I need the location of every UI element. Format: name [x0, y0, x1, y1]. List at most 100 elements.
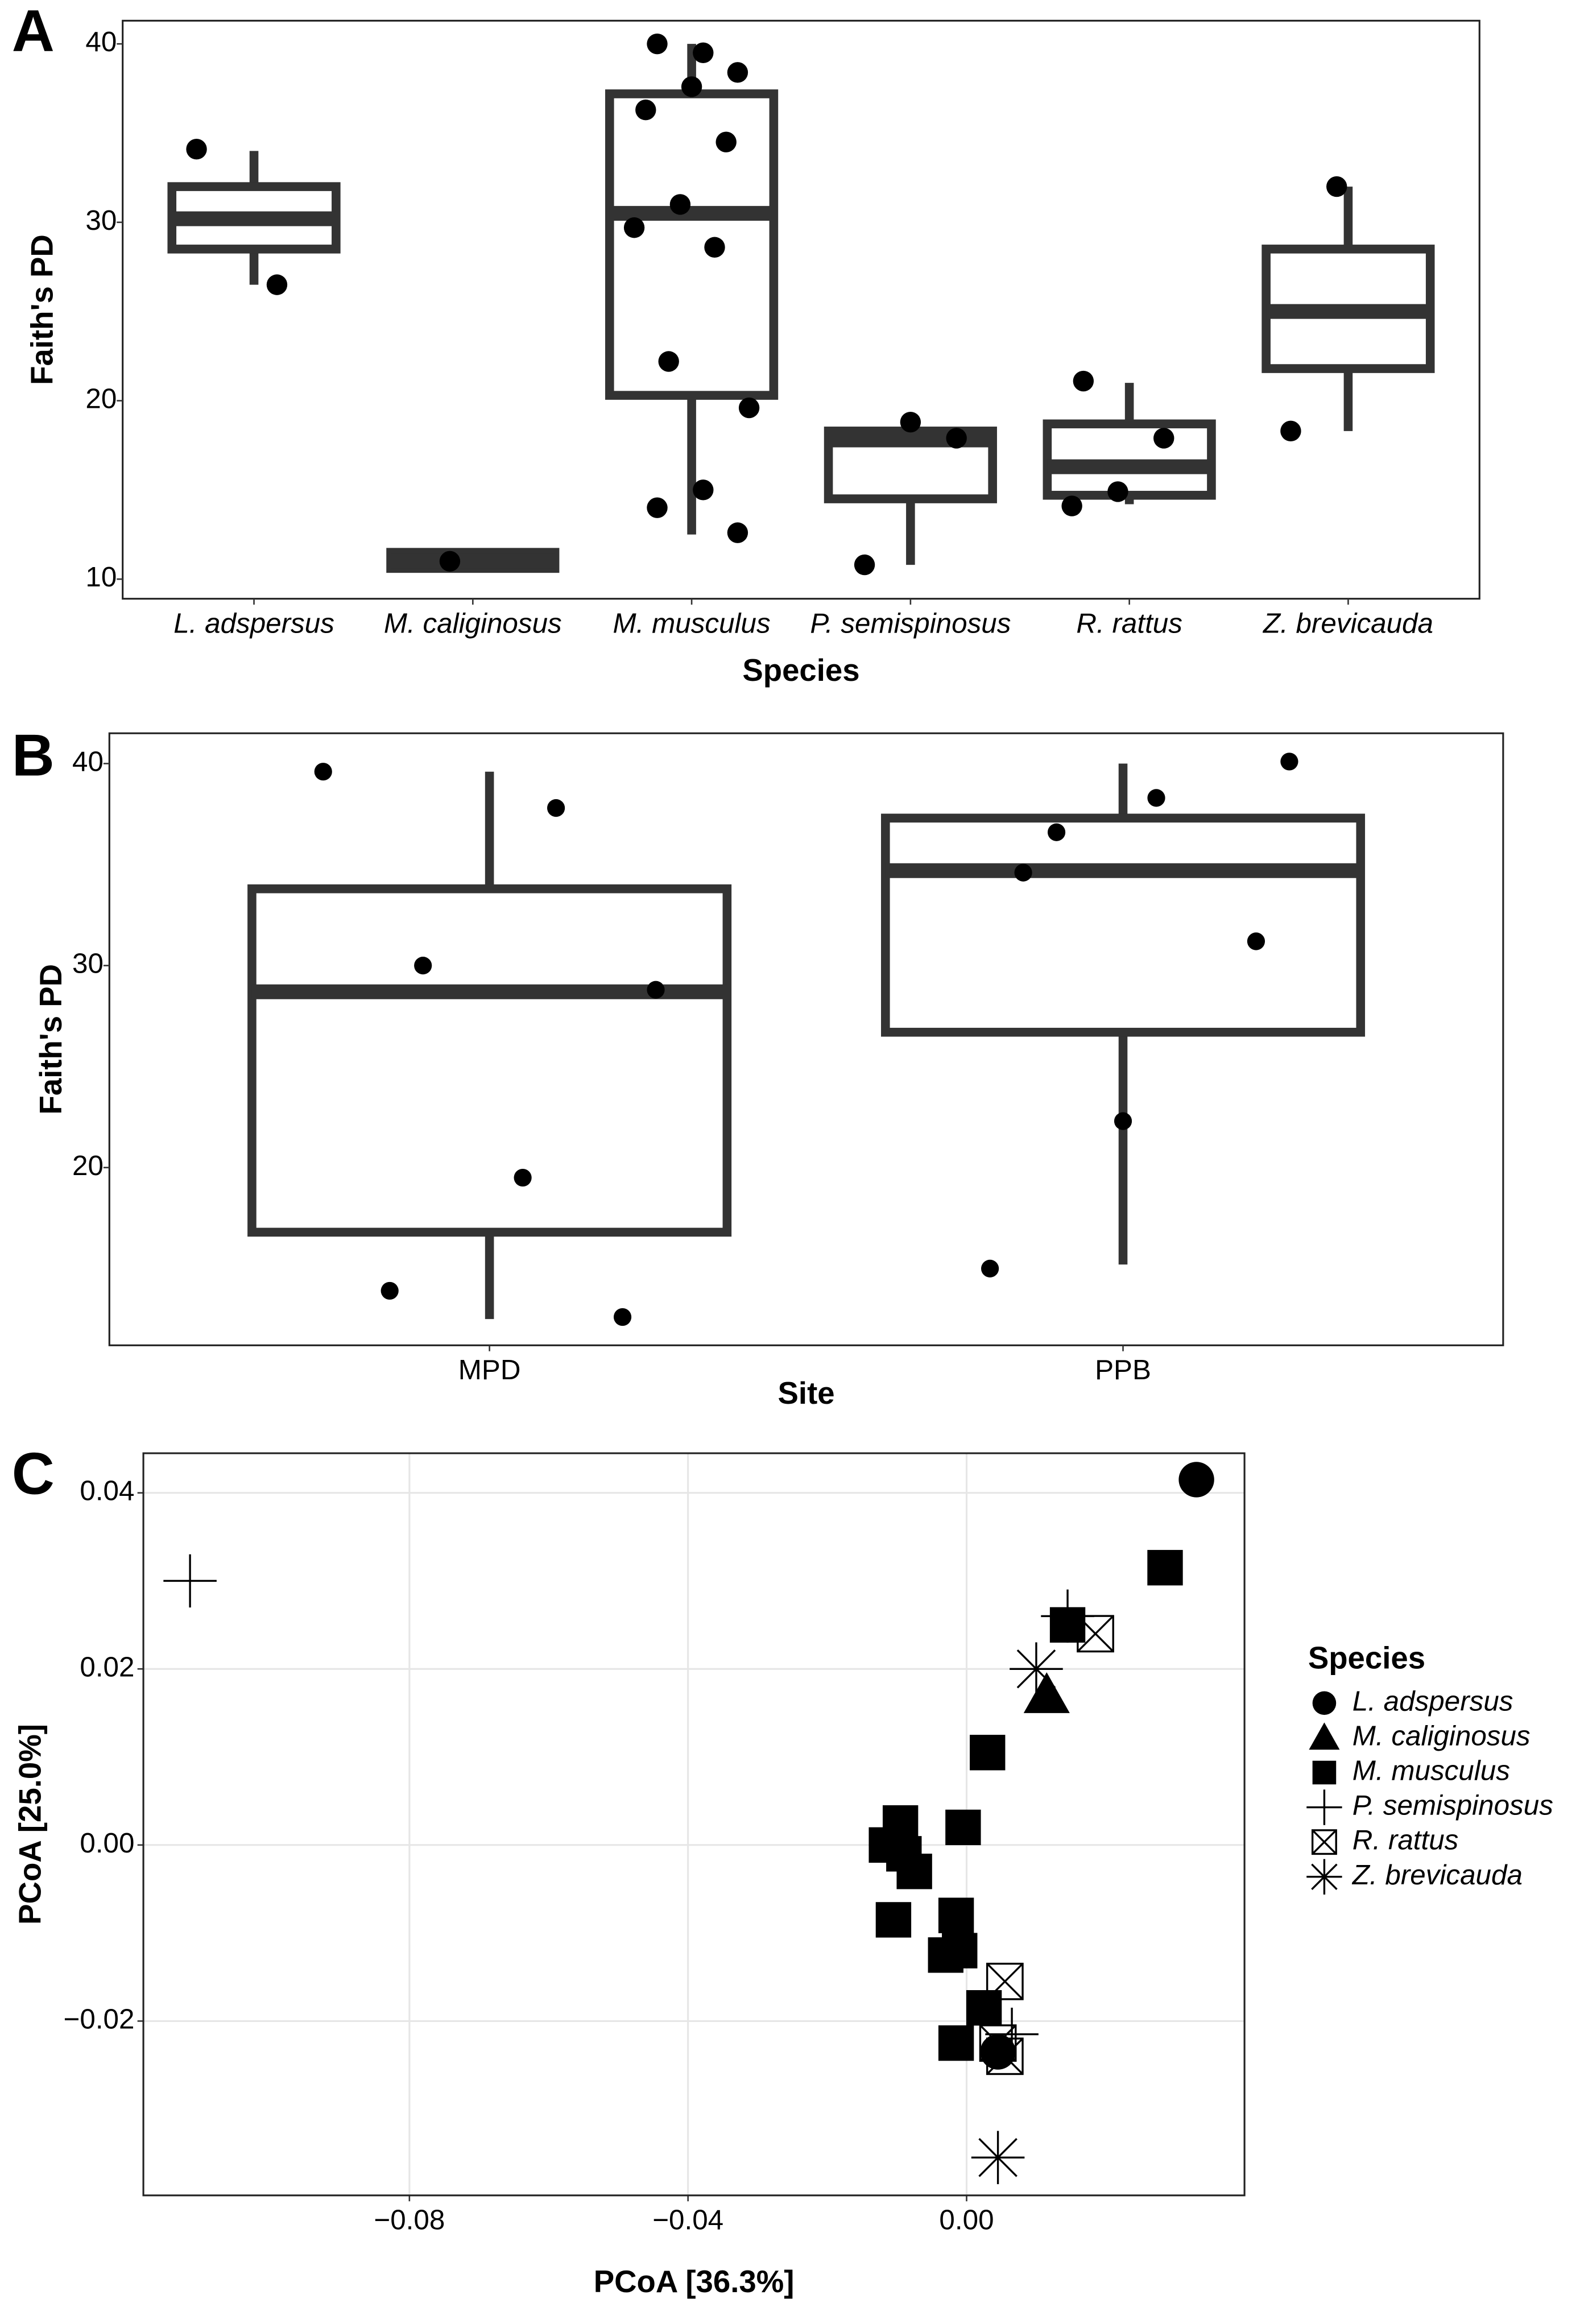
point	[163, 1554, 217, 1608]
point	[647, 981, 665, 999]
point	[727, 522, 748, 543]
point	[669, 194, 691, 215]
point	[1114, 1112, 1132, 1130]
point	[985, 2007, 1039, 2061]
box	[247, 884, 732, 1237]
point	[1014, 863, 1032, 882]
shape	[986, 1962, 1024, 2000]
box	[605, 89, 779, 400]
plot-frame	[143, 1453, 1245, 2195]
point	[547, 799, 565, 817]
stroke	[1016, 1649, 1056, 1689]
legend-key	[1306, 1859, 1342, 1895]
point	[1107, 481, 1128, 502]
point	[875, 1902, 912, 1938]
x-axis-title: Species	[742, 653, 859, 688]
legend-label: Z. brevicauda	[1352, 1859, 1523, 1891]
point	[938, 2025, 974, 2061]
x-axis-title: Site	[778, 1376, 835, 1411]
stroke	[986, 1963, 1024, 2000]
point	[1023, 1672, 1070, 1713]
point	[693, 479, 714, 501]
point	[900, 411, 921, 433]
point	[380, 1281, 399, 1300]
point	[854, 554, 875, 576]
y-tick-label: 0.02	[80, 1651, 134, 1682]
x-tick-label: M. musculus	[613, 608, 771, 639]
legend-label: M. caliginosus	[1352, 1720, 1531, 1751]
shape	[1147, 1550, 1183, 1586]
point	[971, 2131, 1025, 2185]
x-axis-title: PCoA [36.3%]	[594, 2264, 795, 2299]
shape	[970, 1735, 1006, 1771]
shape	[945, 1809, 981, 1846]
point	[658, 351, 679, 372]
x-tick-label: P. semispinosus	[810, 608, 1011, 639]
plot-border	[142, 1452, 1246, 2197]
point	[970, 1735, 1006, 1771]
stroke	[978, 2138, 1018, 2177]
legend-label: P. semispinosus	[1352, 1790, 1553, 1821]
point	[945, 1809, 981, 1846]
x-tick-label: M. caliginosus	[384, 608, 562, 639]
y-tick-label: 20	[85, 383, 117, 415]
shape	[986, 2037, 1024, 2075]
plot-frame	[122, 19, 1480, 600]
shape	[938, 2025, 974, 2061]
stroke	[1311, 1863, 1338, 1890]
point	[1077, 1615, 1114, 1653]
point	[647, 497, 668, 518]
y-tick-label: 30	[72, 948, 104, 979]
shape	[979, 2024, 1017, 2062]
point	[942, 1933, 978, 1969]
x-tick-label: L. adspersus	[173, 608, 334, 639]
point	[514, 1168, 532, 1187]
shape	[966, 1990, 1002, 2026]
shape	[1178, 1462, 1214, 1498]
legend-key	[1309, 1722, 1340, 1750]
point	[635, 100, 656, 121]
y-tick-label: 0.04	[80, 1475, 134, 1507]
shape	[1311, 1829, 1337, 1855]
point	[986, 2037, 1024, 2075]
panel-label: C	[12, 1441, 55, 1507]
point	[1061, 495, 1082, 516]
y-axis-title: Faith's PD	[24, 234, 59, 385]
point	[1280, 420, 1301, 442]
panel-label: B	[12, 722, 55, 788]
x-tick-label: 0.00	[939, 2205, 994, 2236]
point	[1047, 823, 1066, 841]
point	[681, 76, 702, 97]
y-tick-label: 20	[72, 1150, 104, 1181]
y-axis-title: PCoA [25.0%]	[13, 1724, 48, 1925]
y-tick-label: 30	[85, 205, 117, 236]
shape	[875, 1902, 912, 1938]
point	[1326, 176, 1347, 197]
y-axis-title: Faith's PD	[34, 964, 68, 1115]
point	[946, 428, 967, 449]
legend-key	[1312, 1691, 1337, 1715]
y-tick-label: −0.02	[64, 2003, 135, 2034]
point	[715, 131, 737, 152]
legend-title: Species	[1308, 1640, 1425, 1675]
point	[1147, 789, 1165, 807]
point	[704, 237, 725, 258]
shape	[938, 1897, 974, 1933]
point	[727, 62, 748, 83]
x-tick-label: −0.08	[374, 2205, 445, 2236]
shape	[1023, 1672, 1070, 1713]
point	[981, 1259, 999, 1277]
x-tick-label: MPD	[458, 1354, 521, 1386]
shape	[1312, 1760, 1337, 1785]
x-tick-label: R. rattus	[1076, 608, 1182, 639]
legend-label: M. musculus	[1352, 1755, 1510, 1787]
point	[623, 217, 645, 238]
point	[266, 274, 288, 295]
y-tick-label: 0.00	[80, 1827, 134, 1859]
stroke	[1312, 1829, 1337, 1855]
legend-key	[1312, 1760, 1337, 1785]
panel-label: A	[12, 0, 55, 64]
shape	[1077, 1615, 1114, 1653]
stroke	[986, 2037, 1024, 2075]
point	[314, 763, 332, 781]
